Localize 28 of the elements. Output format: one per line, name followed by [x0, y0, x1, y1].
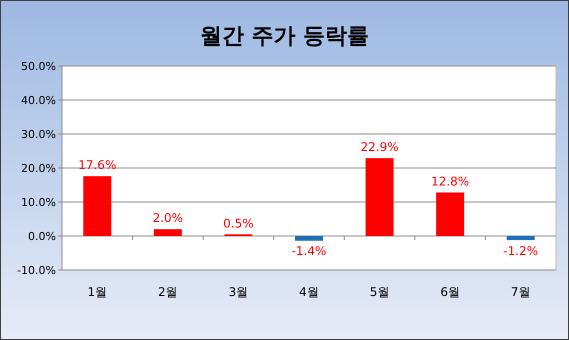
y-tick-label: 20.0%: [21, 162, 56, 175]
data-label: 2.0%: [152, 211, 184, 226]
x-tick-label: 1월: [87, 285, 108, 299]
x-tick-label: 6월: [440, 285, 460, 299]
y-tick-label: 0.0%: [28, 230, 56, 243]
x-tick-label: 5월: [370, 285, 390, 299]
x-tick-label: 3월: [228, 285, 248, 299]
data-label: 0.5%: [223, 216, 254, 230]
y-tick-label: 10.0%: [21, 196, 56, 209]
y-tick-label: -10.0%: [17, 264, 56, 277]
bar: [154, 229, 182, 236]
bar: [295, 236, 323, 241]
bar: [436, 192, 464, 236]
data-label: 22.9%: [360, 140, 399, 154]
chart-title: 월간 주가 등락률: [200, 24, 370, 49]
y-tick-label: 50.0%: [21, 60, 56, 73]
y-tick-label: 40.0%: [21, 94, 56, 107]
x-tick-label: 2월: [158, 285, 178, 299]
data-label: -1.2%: [503, 244, 538, 258]
data-label: 12.8%: [431, 174, 470, 188]
data-label: 17.6%: [78, 158, 116, 172]
bar: [506, 236, 535, 240]
y-tick-label: 30.0%: [21, 128, 56, 141]
data-label: -1.4%: [292, 244, 326, 258]
x-tick-label: 7월: [510, 285, 531, 299]
bar: [366, 158, 394, 236]
x-tick-label: 4월: [299, 285, 319, 299]
bar: [83, 176, 112, 236]
